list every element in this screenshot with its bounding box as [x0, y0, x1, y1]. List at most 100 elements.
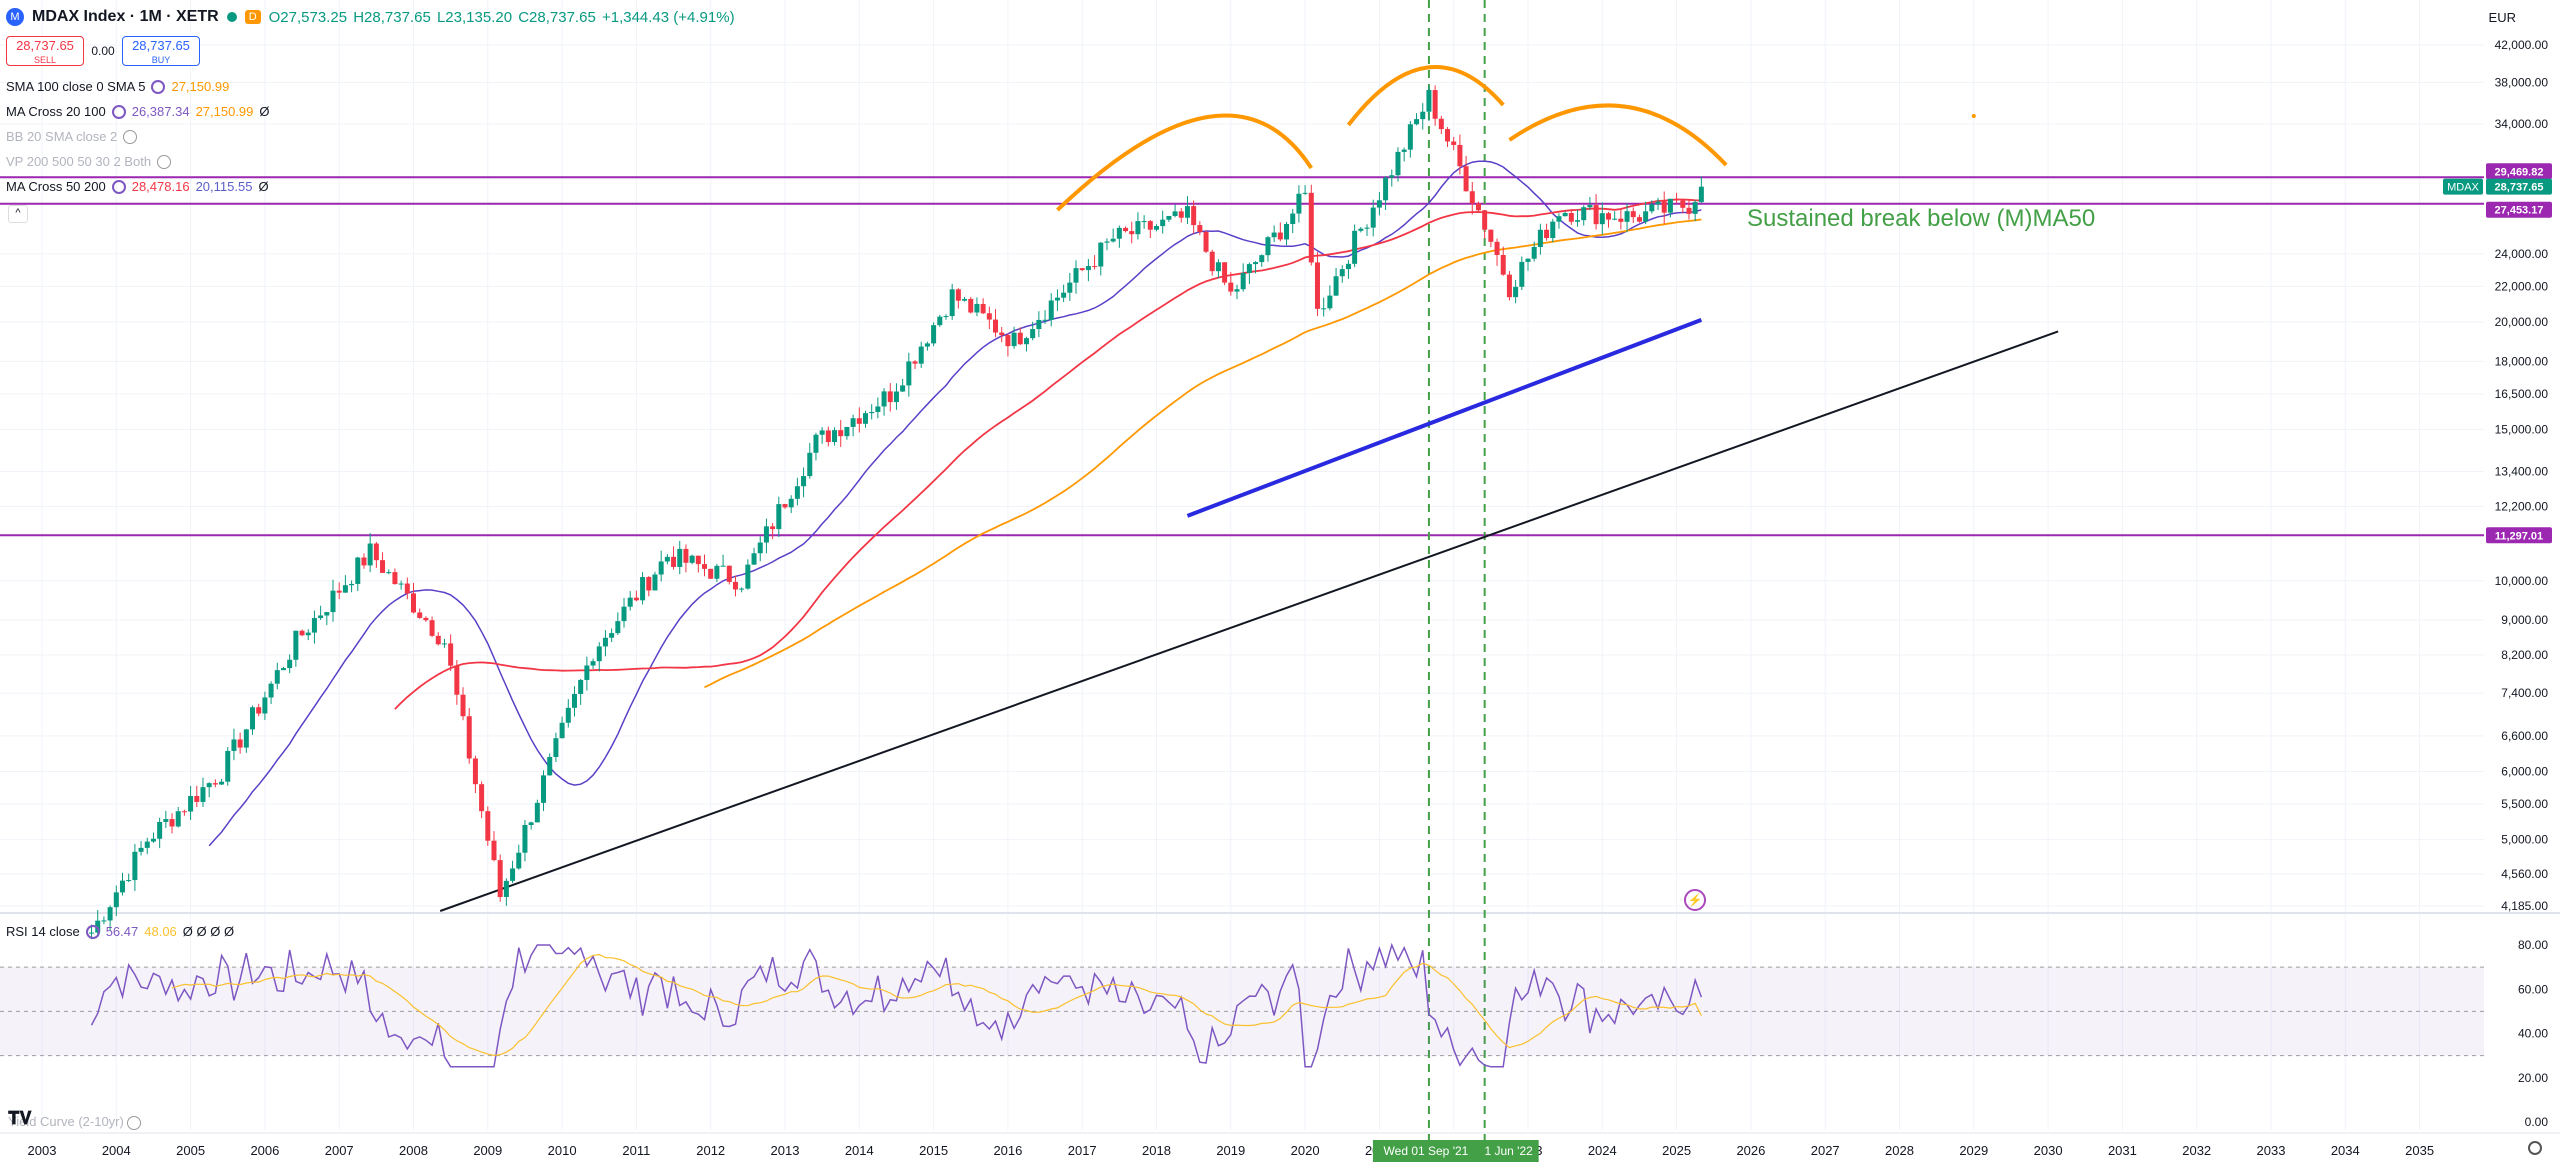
indicator-vp[interactable]: VP 200 500 50 30 2 Both	[6, 154, 172, 169]
candle-body	[1426, 90, 1432, 112]
candle-body	[578, 679, 584, 694]
candle-body	[472, 758, 478, 785]
price-badge-label: 27,453.17	[2495, 205, 2544, 217]
candle-body	[1475, 203, 1481, 211]
candle-body	[671, 556, 677, 567]
candle-body	[801, 476, 807, 487]
indicator-settings-icon[interactable]	[151, 79, 166, 94]
hidden-eye-icon[interactable]	[127, 1115, 142, 1130]
candle-body	[615, 621, 621, 634]
price-tick-label: 6,000.00	[2501, 765, 2548, 779]
price-tick-label: 18,000.00	[2495, 354, 2549, 368]
candle-body	[807, 452, 813, 477]
ma50-line	[394, 198, 1702, 710]
candle-body	[1154, 226, 1159, 230]
indicator-sma100[interactable]: SMA 100 close 0 SMA 5 27,150.99	[6, 79, 229, 94]
time-cursor-badge	[1478, 1140, 1539, 1162]
sell-label: SELL	[33, 55, 57, 65]
candle-body	[225, 750, 231, 782]
candle-body	[602, 637, 608, 647]
candle-body	[1135, 221, 1141, 235]
trade-buttons: 28,737.65 SELL 0.00 28,737.65 BUY	[6, 36, 200, 66]
gear-icon[interactable]	[2528, 1141, 2542, 1155]
candle-body	[181, 811, 187, 813]
indicator-ma-cross-50-200[interactable]: MA Cross 50 200 28,478.16 20,115.55 Ø	[6, 179, 269, 194]
symbol-title[interactable]: MDAX Index · 1M · XETR	[32, 8, 219, 25]
candle-body	[825, 430, 831, 443]
indicator-settings-icon[interactable]	[111, 179, 126, 194]
candle-body	[955, 289, 961, 301]
price-tick-label: 8,200.00	[2501, 648, 2548, 662]
candle-body	[640, 577, 646, 601]
head-arc	[1346, 65, 1505, 127]
candle-body	[1618, 218, 1624, 222]
price-badge	[2486, 163, 2552, 180]
rsi-settings-icon[interactable]	[85, 924, 100, 939]
candle-body	[101, 920, 107, 922]
candle-body	[683, 548, 689, 563]
candle-body	[788, 498, 794, 508]
flash-icon[interactable]: ⚡	[1684, 889, 1706, 911]
candle-body	[1432, 90, 1438, 119]
candle-body	[720, 565, 726, 567]
candle-body	[1092, 266, 1098, 268]
hidden-eye-icon[interactable]	[123, 129, 138, 144]
candle-body	[144, 841, 150, 848]
candle-body	[1147, 221, 1153, 230]
tradingview-logo-icon: 𝐓𝐕	[8, 1108, 32, 1128]
candle-body	[268, 683, 274, 698]
hidden-eye-icon[interactable]	[157, 154, 172, 169]
candle-body	[1222, 262, 1228, 283]
year-tick-label: 2025	[1662, 1143, 1691, 1158]
price-tick-label: 20,000.00	[2495, 315, 2549, 329]
candle-body	[652, 574, 658, 591]
candle-body	[1079, 268, 1085, 271]
indicator-bb[interactable]: BB 20 SMA close 2	[6, 129, 138, 144]
buy-button[interactable]: 28,737.65 BUY	[122, 36, 200, 66]
year-tick-label: 2007	[325, 1143, 354, 1158]
indicator-value: 26,387.34	[131, 104, 190, 119]
candle-body	[479, 784, 485, 812]
candle-body	[1141, 221, 1147, 223]
candle-body	[417, 612, 423, 618]
collapse-legend-button[interactable]: ^	[8, 205, 28, 223]
yield-curve-legend[interactable]: Yield Curve (2-10yr)	[8, 1114, 142, 1130]
candle-body	[900, 385, 906, 392]
rsi-legend[interactable]: RSI 14 close 56.47 48.06 Ø Ø Ø Ø	[6, 924, 234, 939]
grid	[0, 0, 2560, 1130]
candle-body	[633, 597, 639, 601]
time-cursor-badge	[1372, 1140, 1479, 1162]
candle-body	[881, 391, 887, 407]
candle-body	[832, 430, 838, 443]
sell-button[interactable]: 28,737.65 SELL	[6, 36, 84, 66]
candle-body	[1643, 211, 1649, 222]
price-tick-label: 4,560.00	[2501, 867, 2548, 881]
candle-body	[305, 632, 311, 636]
pattern-arcs	[1056, 65, 1976, 212]
year-tick-label: 2004	[102, 1143, 131, 1158]
price-tick-label: 6,600.00	[2501, 729, 2548, 743]
rsi-tick-label: 80.00	[2518, 938, 2548, 952]
candle-body	[1005, 335, 1011, 347]
close-value: C28,737.65	[518, 8, 596, 26]
candle-body	[1209, 251, 1215, 272]
candle-body	[658, 561, 664, 575]
candle-body	[931, 325, 937, 344]
data-badge: D	[244, 10, 261, 24]
year-tick-label: 2030	[2034, 1143, 2063, 1158]
candle-body	[1116, 227, 1122, 239]
price-badge-label: 28,737.65	[2495, 182, 2544, 194]
candle-body	[695, 555, 701, 565]
annotation-text[interactable]: Sustained break below (M)MA50	[1747, 205, 2096, 232]
candle-body	[1333, 276, 1339, 296]
candle-body	[1519, 261, 1525, 287]
candle-body	[243, 729, 249, 748]
indicator-settings-icon[interactable]	[111, 104, 126, 119]
candle-body	[1376, 200, 1382, 208]
candle-body	[1544, 229, 1550, 239]
indicator-ma-cross-20-100[interactable]: MA Cross 20 100 26,387.34 27,150.99 Ø	[6, 104, 270, 119]
candle-body	[113, 892, 119, 908]
candle-body	[708, 568, 714, 579]
ma20-line	[208, 160, 1702, 847]
